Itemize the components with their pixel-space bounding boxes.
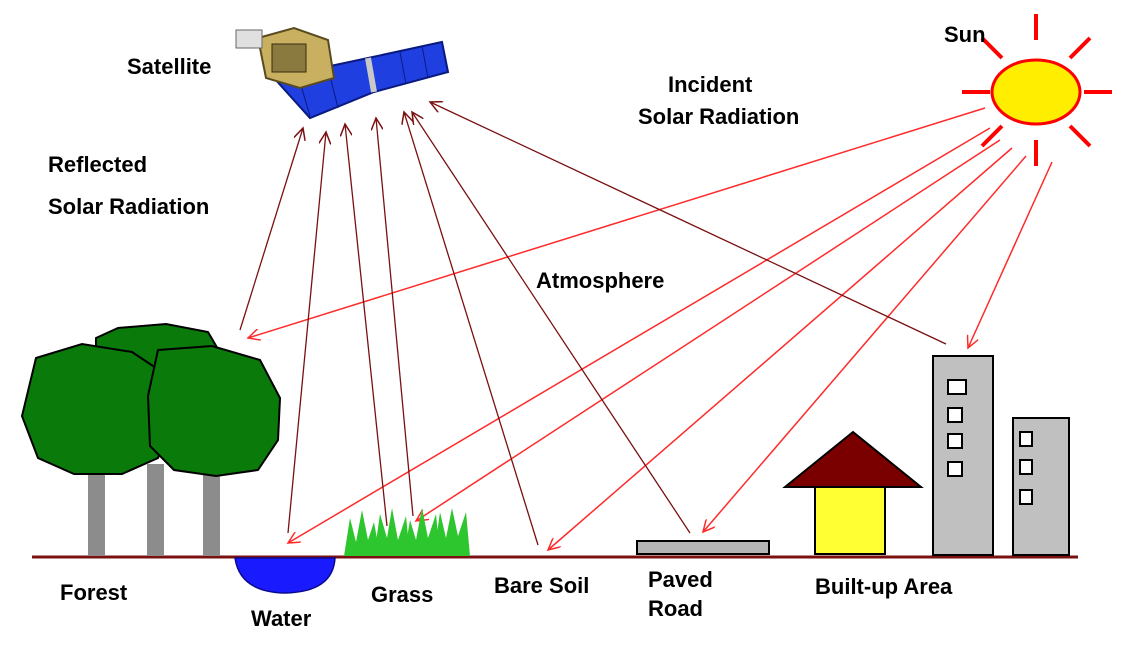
incident-ray-road (703, 155, 1027, 532)
tree-icon (20, 322, 282, 556)
reflected-ray-road (412, 112, 691, 534)
incident-rays (248, 107, 1053, 550)
incident-ray-building (968, 161, 1053, 348)
label-forest: Forest (60, 580, 128, 605)
reflected-ray-water (287, 132, 326, 534)
label-atmosphere: Atmosphere (536, 268, 664, 293)
label-reflected-line1: Reflected (48, 152, 147, 177)
label-satellite: Satellite (127, 54, 211, 79)
label-grass: Grass (371, 582, 433, 607)
building-small-icon (1012, 417, 1070, 556)
label-bare-soil: Bare Soil (494, 573, 589, 598)
reflected-ray-grass-2 (376, 118, 414, 517)
incident-ray-water (288, 127, 991, 543)
reflected-ray-building (430, 102, 947, 345)
water-icon (234, 557, 336, 594)
house-icon (782, 430, 924, 555)
label-water: Water (251, 606, 312, 631)
road-icon (636, 540, 770, 555)
label-built-up: Built-up Area (815, 574, 953, 599)
incident-ray-soil (548, 147, 1013, 550)
reflected-ray-soil (404, 112, 539, 546)
building-icon (932, 355, 994, 556)
grass-icon (344, 508, 470, 556)
label-paved-line2: Road (648, 596, 703, 621)
satellite-icon (235, 26, 450, 120)
label-incident-line1: Incident (668, 72, 753, 97)
incident-ray-forest (248, 107, 986, 338)
reflected-ray-forest (239, 128, 303, 331)
incident-ray-grass (416, 139, 1001, 521)
label-reflected-line2: Solar Radiation (48, 194, 209, 219)
label-incident-line2: Solar Radiation (638, 104, 799, 129)
reflected-rays (239, 102, 947, 546)
label-sun: Sun (944, 22, 986, 47)
reflected-ray-grass-1 (345, 124, 388, 527)
label-paved-line1: Paved (648, 567, 713, 592)
sun-icon (962, 14, 1112, 166)
